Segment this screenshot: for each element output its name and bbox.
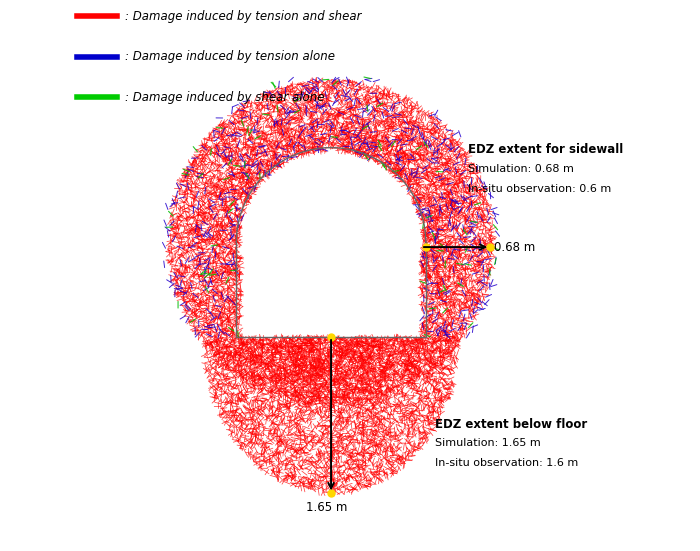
Text: 0.68 m: 0.68 m [494,241,536,253]
Text: In-situ observation: 1.6 m: In-situ observation: 1.6 m [435,458,578,468]
Text: Simulation: 1.65 m: Simulation: 1.65 m [435,439,541,449]
Text: 1.65 m: 1.65 m [306,501,347,514]
Text: EDZ extent for sidewall: EDZ extent for sidewall [468,143,624,156]
Text: EDZ extent below floor: EDZ extent below floor [435,418,587,430]
Text: Simulation: 0.68 m: Simulation: 0.68 m [468,164,574,174]
Text: : Damage induced by tension alone: : Damage induced by tension alone [125,50,335,63]
Text: : Damage induced by shear alone: : Damage induced by shear alone [125,91,325,104]
Text: : Damage induced by tension and shear: : Damage induced by tension and shear [125,10,362,23]
Text: In-situ observation: 0.6 m: In-situ observation: 0.6 m [468,183,612,193]
